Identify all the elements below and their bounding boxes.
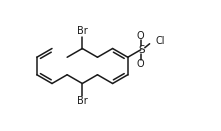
Text: Br: Br: [77, 26, 88, 36]
Text: O: O: [137, 59, 145, 69]
Text: Br: Br: [77, 97, 88, 107]
Text: Cl: Cl: [156, 36, 165, 46]
Text: S: S: [138, 45, 145, 55]
Text: O: O: [137, 31, 145, 41]
